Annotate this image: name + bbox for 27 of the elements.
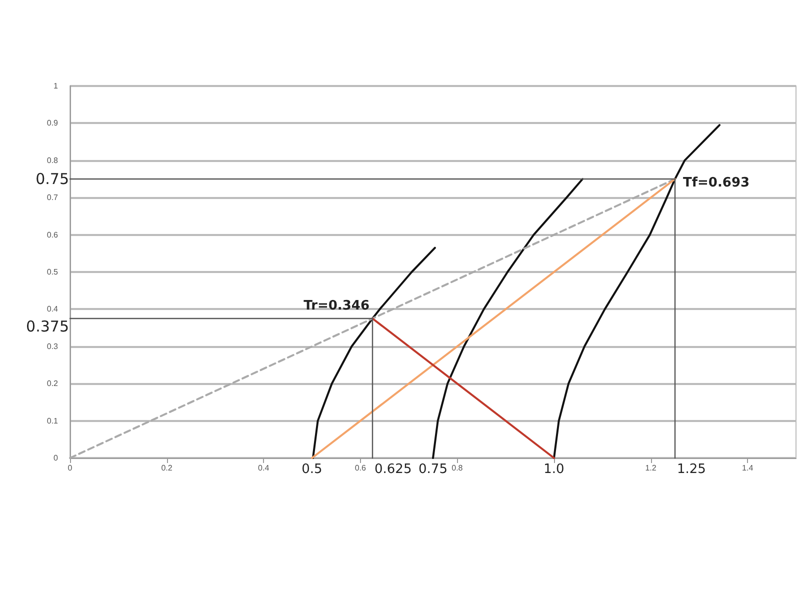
x-tick-label: 0 <box>68 464 73 472</box>
y-tick-label: 0 <box>54 454 59 462</box>
annotation: Tr=0.346 <box>304 298 370 314</box>
annotation: 0.75 <box>36 170 69 188</box>
x-tick-label: 0.4 <box>258 464 270 472</box>
annotation: 0.5 <box>302 462 322 477</box>
y-tick-label: 1 <box>54 82 59 90</box>
annotation: 1.0 <box>544 462 564 477</box>
y-tick-label: 0.2 <box>46 379 59 388</box>
x-tick-label: 1.2 <box>645 464 657 472</box>
annotation: 0.75 <box>418 462 448 477</box>
x-tick-label: 0.2 <box>161 464 173 472</box>
y-tick-label: 0.4 <box>46 304 59 314</box>
y-tick-label: 0.1 <box>46 416 59 426</box>
x-tick-label: 0.8 <box>452 464 464 472</box>
annotation: 0.375 <box>26 318 69 336</box>
x-tick-label: 0.6 <box>354 464 367 472</box>
y-tick-label: 0.6 <box>46 230 59 240</box>
y-tick-label: 0.8 <box>46 156 59 165</box>
annotation: Tf=0.693 <box>683 176 750 190</box>
y-tick-label: 0.5 <box>46 268 59 276</box>
y-tick-label: 0.3 <box>46 342 59 351</box>
annotation: 0.625 <box>374 462 412 477</box>
x-tick-label: 1.4 <box>742 464 754 472</box>
annotation: 1.25 <box>677 462 706 477</box>
y-tick-label: 0.9 <box>46 118 59 128</box>
y-tick-label: 0.7 <box>46 193 59 202</box>
